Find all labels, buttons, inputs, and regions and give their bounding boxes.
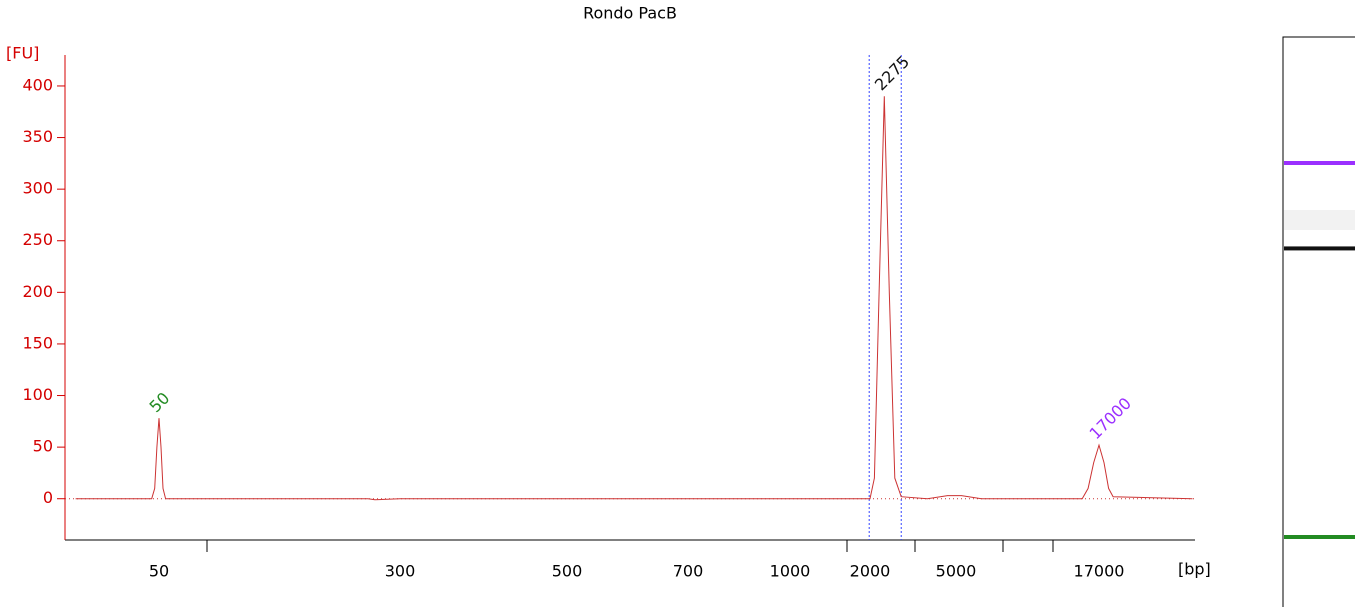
gel-lane xyxy=(1282,36,1355,607)
x-tick-label: 50 xyxy=(149,562,169,581)
x-tick-label: 17000 xyxy=(1074,562,1125,581)
x-axis-label: [bp] xyxy=(1178,560,1211,579)
trace xyxy=(75,96,1193,501)
y-tick-label: 250 xyxy=(22,230,53,249)
y-tick-label: 400 xyxy=(22,75,53,94)
y-axis-label: [FU] xyxy=(6,44,39,63)
x-tick-label: 300 xyxy=(385,562,416,581)
gel-band xyxy=(1284,535,1355,539)
chart-title: Rondo PacB xyxy=(583,4,677,23)
peak-label: 2275 xyxy=(871,52,913,94)
x-tick-label: 700 xyxy=(673,562,704,581)
y-tick-label: 300 xyxy=(22,179,53,198)
peak-label: 50 xyxy=(146,388,174,416)
y-tick-label: 350 xyxy=(22,127,53,146)
y-tick-label: 150 xyxy=(22,333,53,352)
gel-band xyxy=(1284,246,1355,251)
x-tick-label: 5000 xyxy=(936,562,977,581)
x-tick-label: 1000 xyxy=(770,562,811,581)
y-tick-label: 100 xyxy=(22,385,53,404)
y-tick-label: 50 xyxy=(33,437,53,456)
x-tick-label: 500 xyxy=(552,562,583,581)
peak-label: 17000 xyxy=(1086,394,1135,443)
gel-smear xyxy=(1284,210,1355,230)
x-tick-label: 2000 xyxy=(850,562,891,581)
y-tick-label: 200 xyxy=(22,282,53,301)
gel-band xyxy=(1284,161,1355,165)
y-tick-label: 0 xyxy=(43,488,53,507)
